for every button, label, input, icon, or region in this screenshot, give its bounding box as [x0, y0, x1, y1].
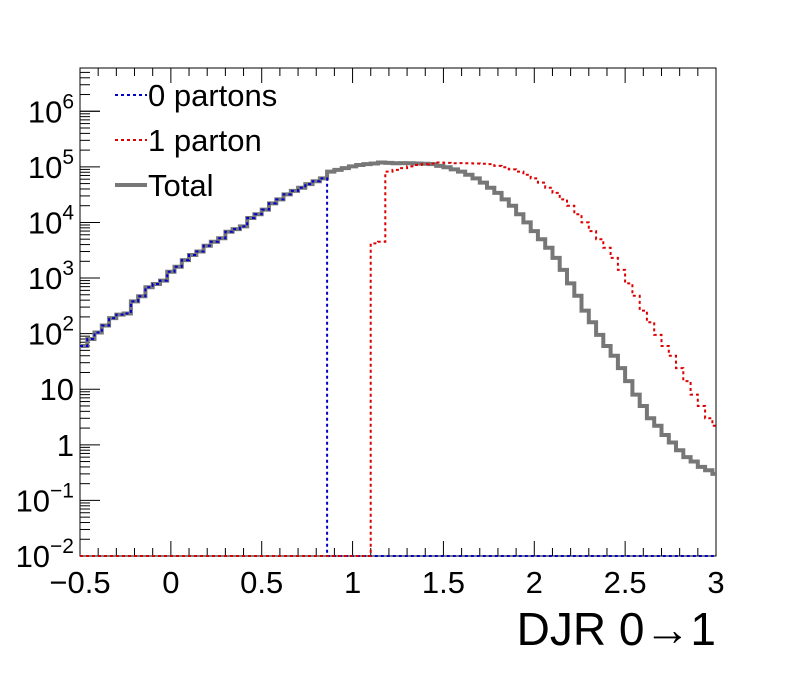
y-tick-base: 10 [28, 94, 62, 129]
y-tick-exponent: −1 [50, 479, 74, 502]
y-tick-label: 102 [28, 313, 74, 352]
y-tick-base: 10 [28, 150, 62, 185]
x-tick-label: −0.5 [49, 565, 110, 600]
x-tick-label: 2.5 [604, 565, 647, 600]
legend-label: Total [148, 168, 213, 203]
y-tick-exponent: 2 [62, 313, 74, 336]
y-tick-label: 103 [28, 257, 74, 296]
y-tick-label: 104 [28, 201, 74, 240]
y-tick-base: 10 [28, 317, 62, 352]
y-tick-label: 105 [28, 146, 74, 185]
y-tick-base: 10 [16, 483, 50, 518]
y-tick-label: 10−1 [16, 479, 74, 518]
x-tick-label: 1.5 [422, 565, 465, 600]
legend-label: 0 partons [148, 78, 277, 113]
axis-tick-labels: −0.5 0 0.5 1 1.5 2 2.5 310−210−1110102103104105… [16, 90, 725, 600]
axis-ticks [79, 67, 717, 557]
series-line-1-parton [80, 161, 716, 557]
y-tick-exponent: 6 [62, 90, 74, 113]
y-tick-base: 10 [28, 205, 62, 240]
y-tick-base: 10 [16, 539, 50, 574]
y-tick-exponent: −2 [50, 535, 74, 558]
x-tick-label: 1 [344, 565, 361, 600]
legend-label: 1 parton [148, 123, 262, 158]
x-tick-label: 0 [162, 565, 179, 600]
plot-area-border [79, 67, 717, 557]
y-tick-label: 1 [57, 428, 74, 463]
y-tick-exponent: 5 [62, 146, 74, 169]
x-tick-label: 3 [707, 565, 724, 600]
y-tick-base: 1 [57, 428, 74, 463]
y-tick-label: 10 [40, 372, 74, 407]
y-tick-exponent: 3 [62, 257, 74, 280]
legend: 0 partons 1 parton Total [115, 78, 277, 203]
plot-frame [79, 67, 717, 557]
series-group [80, 160, 716, 557]
y-tick-base: 10 [40, 372, 74, 407]
x-axis-title: DJR 0→1 [517, 603, 716, 655]
y-tick-label: 106 [28, 90, 74, 129]
y-tick-base: 10 [28, 261, 62, 296]
x-tick-label: 2 [526, 565, 543, 600]
x-tick-label: 0.5 [240, 565, 283, 600]
y-tick-exponent: 4 [62, 201, 74, 224]
y-tick-label: 10−2 [16, 535, 74, 574]
